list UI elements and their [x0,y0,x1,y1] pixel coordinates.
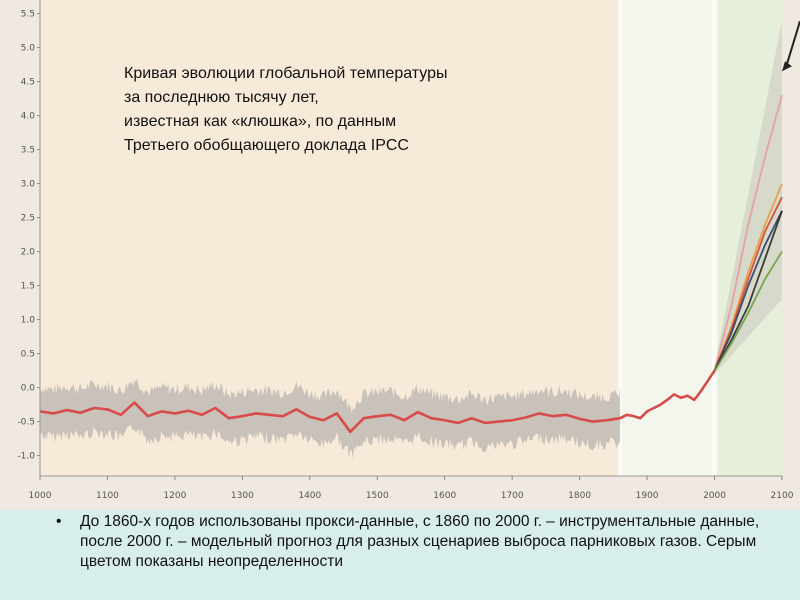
uncertainty-bands [40,20,782,459]
x-tick-label: 1100 [96,491,119,501]
y-tick-label: 3.0 [21,180,36,190]
x-tick-label: 2100 [771,491,794,501]
y-tick-label: 5.5 [21,10,35,20]
temperature-chart: 5.5 5.0 4.5 4.0 3.5 3.0 2.5 2.0 1.5 1.0 0.5 0.0 -0.5… [0,0,800,510]
caption-band [0,510,800,600]
y-tick-label: 2.5 [21,214,35,224]
arrow-head-icon [782,61,792,72]
series-lines [39,94,783,434]
y-tick-label: 3.5 [21,146,35,156]
scenario-line [713,251,783,372]
bullet-note: • До 1860-х годов использованы прокси-да… [56,512,796,572]
chart-title-line: Кривая эволюции глобальной температуры [124,65,448,82]
y-tick-label: 0.0 [21,384,36,394]
x-tick-label: 1500 [366,491,389,501]
period-backgrounds [0,0,800,510]
x-tick-label: 1000 [29,491,52,501]
period-instrumental-background [620,0,715,476]
y-tick-label: 2.0 [21,248,36,258]
chart-title: Кривая эволюции глобальной температуры з… [124,62,554,158]
period-divider [618,0,623,476]
x-tick-label: 1300 [231,491,254,501]
arrow-line [785,20,800,68]
y-tick-label: -0.5 [17,418,35,428]
y-tick-label: 5.0 [21,44,36,54]
scenario-line [713,196,783,371]
period-divider [711,0,718,476]
x-tick-label: 1400 [298,491,321,501]
proxy-uncertainty-band [40,378,621,459]
period-projection-background [714,0,782,476]
x-tick-label: 2000 [703,491,726,501]
chart-title-line: за последнюю тысячу лет, [124,89,319,106]
scenario-line [713,94,783,371]
y-tick-label: 4.5 [21,78,35,88]
y-tick-label: 1.0 [21,316,36,326]
reconstruction-line [39,369,716,434]
x-tick-label: 1600 [433,491,456,501]
x-tick-label: 1200 [163,491,186,501]
note-text: До 1860-х годов использованы прокси-данн… [80,513,760,570]
y-tick-label: 4.0 [21,112,36,122]
scenario-line [713,210,783,371]
y-tick-label: -1.0 [17,452,35,462]
x-tick-label: 1900 [636,491,659,501]
projection-uncertainty-fan [714,20,782,375]
axes: 5.5 5.0 4.5 4.0 3.5 3.0 2.5 2.0 1.5 1.0 0.5 0.0 -0.5… [17,0,800,501]
y-tick-label: 0.5 [21,350,35,360]
x-tick-label: 1800 [568,491,591,501]
chart-title-line: Третьего обобщающего доклада IPCC [124,137,409,154]
chart-title-line: известная как «клюшка», по данным [124,113,397,130]
x-tick-label: 1700 [501,491,524,501]
y-tick-label: 1.5 [21,282,35,292]
bullet-icon: • [56,513,62,530]
scenario-line [713,210,783,372]
